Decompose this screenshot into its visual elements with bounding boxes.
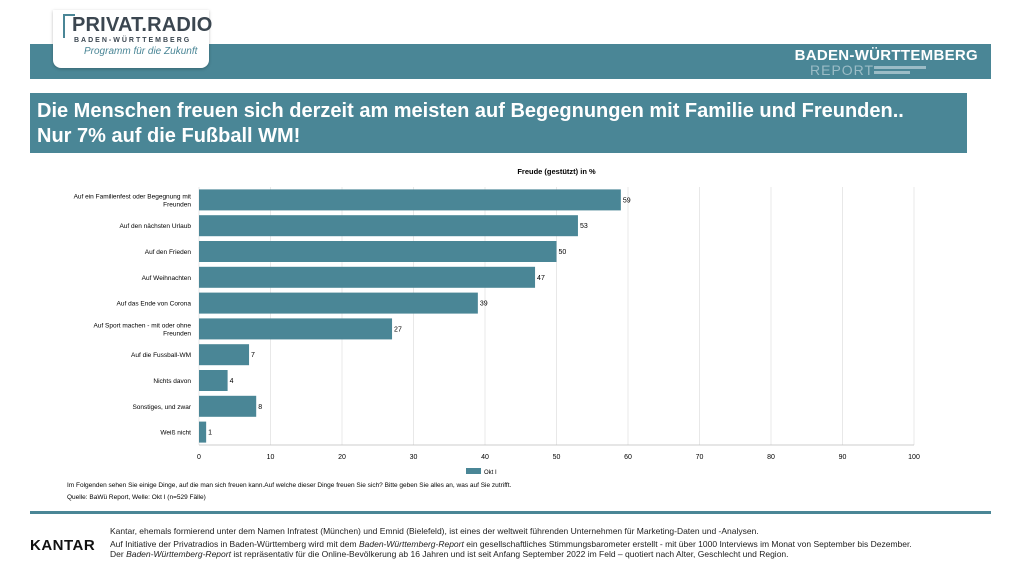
bar [199, 421, 207, 443]
headline-line-2: Nur 7% auf die Fußball WM! [37, 125, 301, 147]
category-label: Auf den nächsten Urlaub [119, 223, 191, 230]
data-label: 59 [623, 197, 631, 204]
x-tick-label: 80 [767, 454, 775, 461]
legend-swatch [466, 468, 481, 474]
bar [199, 370, 228, 391]
footer-divider [30, 511, 991, 514]
report-brand-sub: REPORT [810, 62, 875, 78]
x-tick-label: 70 [696, 454, 704, 461]
data-label: 27 [394, 326, 402, 333]
data-label: 50 [559, 249, 567, 256]
data-label: 4 [230, 378, 234, 385]
data-label: 53 [580, 223, 588, 230]
privat-radio-logo[interactable]: PRIVAT.RADIO BADEN-WÜRTTEMBERG Programm … [53, 10, 212, 68]
category-label: Auf Sport machen - mit oder ohne [93, 322, 191, 329]
footer-text-1: Kantar, ehemals formierend unter dem Nam… [110, 526, 759, 536]
logo-tagline: Programm für die Zukunft [84, 46, 198, 57]
x-tick-label: 50 [553, 454, 561, 461]
category-label: Auf ein Familienfest oder Begegnung mit [74, 193, 192, 200]
chart-title: Freude (gestützt) in % [517, 167, 596, 176]
data-label: 7 [251, 352, 255, 359]
headline-line-1: Die Menschen freuen sich derzeit am meis… [37, 100, 904, 122]
x-tick-label: 30 [410, 454, 418, 461]
category-label: Freunden [163, 201, 191, 208]
x-tick-label: 0 [197, 454, 201, 461]
logo-main-text: PRIVAT.RADIO [72, 14, 213, 36]
x-tick-label: 60 [624, 454, 632, 461]
data-label: 1 [208, 430, 212, 437]
category-label: Nichts davon [153, 378, 191, 385]
data-label: 8 [258, 404, 262, 411]
kantar-logo: KANTAR [30, 537, 96, 554]
category-label: Sonstiges, und zwar [132, 404, 191, 411]
category-label: Freunden [163, 330, 191, 337]
footer-text-2: Auf Initiative der Privatradios in Baden… [110, 539, 912, 549]
legend-label: Okt I [484, 470, 497, 476]
report-brand-bar [874, 71, 910, 74]
bar [199, 292, 478, 314]
headline-banner: Die Menschen freuen sich derzeit am meis… [30, 93, 967, 153]
data-label: 47 [537, 275, 545, 282]
category-label: Auf Weihnachten [142, 275, 192, 282]
x-tick-label: 40 [481, 454, 489, 461]
bar [199, 215, 578, 237]
question-note: Im Folgenden sehen Sie einige Dinge, auf… [67, 482, 512, 489]
bar-chart: Freude (gestützt) in % 0 10 20 30 40 50 60 70 80 9… [74, 167, 920, 476]
category-label: Auf den Frieden [145, 249, 192, 256]
x-tick-label: 100 [908, 454, 920, 461]
bar [199, 189, 621, 211]
category-label: Weiß nicht [160, 430, 191, 437]
bar [199, 344, 250, 366]
bar [199, 266, 536, 288]
category-label: Auf die Fussball-WM [131, 352, 191, 359]
category-label: Auf das Ende von Corona [117, 301, 192, 308]
data-label: 39 [480, 301, 488, 308]
report-brand-bar [874, 66, 926, 69]
x-tick-label: 10 [267, 454, 275, 461]
logo-sub-text: BADEN-WÜRTTEMBERG [74, 37, 192, 44]
bar [199, 318, 393, 340]
x-tick-label: 90 [839, 454, 847, 461]
footer-text-3: Der Baden-Württemberg-Report ist repräse… [110, 549, 789, 559]
bar [199, 241, 557, 262]
source-note: Quelle: BaWü Report, Welle: Okt I (n=529… [67, 494, 206, 501]
bar [199, 395, 257, 417]
x-tick-label: 20 [338, 454, 346, 461]
report-brand-title: BADEN-WÜRTTEMBERG [794, 47, 978, 64]
logo-bracket-icon [63, 14, 75, 38]
